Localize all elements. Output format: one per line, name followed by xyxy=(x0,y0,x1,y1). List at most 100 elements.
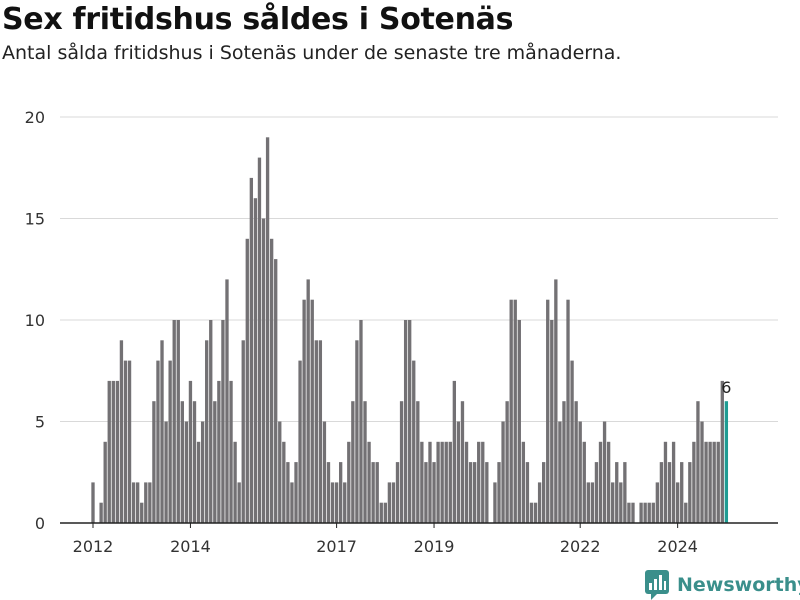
bar xyxy=(468,462,473,523)
bar xyxy=(509,299,513,523)
bar xyxy=(245,238,249,524)
bar xyxy=(562,401,566,523)
bar xyxy=(119,340,124,523)
bar xyxy=(278,421,282,523)
bar xyxy=(403,320,408,523)
bar xyxy=(91,482,95,523)
bar xyxy=(180,401,184,523)
bar xyxy=(274,259,278,523)
bar xyxy=(651,502,655,523)
bar xyxy=(359,320,363,523)
bar xyxy=(257,157,262,523)
bar xyxy=(99,502,103,523)
bar xyxy=(428,441,432,523)
y-tick-label: 20 xyxy=(25,108,45,127)
bar xyxy=(590,482,595,523)
bar xyxy=(513,299,517,523)
bar xyxy=(408,320,412,523)
bar xyxy=(712,441,716,523)
newsworthy-brand[interactable]: Newsworthy xyxy=(645,570,800,600)
bar xyxy=(330,482,335,523)
bar xyxy=(611,482,615,523)
bar xyxy=(663,441,668,523)
highlight-value-label: 6 xyxy=(721,378,731,397)
bars xyxy=(91,137,729,524)
bar xyxy=(200,421,205,523)
bar xyxy=(265,137,270,524)
bar xyxy=(416,401,420,523)
bar xyxy=(643,502,647,523)
bar xyxy=(671,441,676,523)
bar xyxy=(115,380,120,523)
bar xyxy=(306,279,310,523)
bar xyxy=(497,462,501,523)
bar xyxy=(424,462,428,523)
bar xyxy=(631,502,635,523)
bar xyxy=(456,421,461,523)
bar xyxy=(318,340,323,523)
bar xyxy=(606,441,611,523)
bar xyxy=(444,441,448,523)
bar xyxy=(542,462,546,523)
bar xyxy=(647,502,651,523)
bar xyxy=(351,401,355,523)
bar xyxy=(233,441,237,523)
y-tick-label: 5 xyxy=(35,413,45,432)
bar xyxy=(436,441,440,523)
bar xyxy=(399,401,404,523)
bar xyxy=(156,360,160,523)
bar xyxy=(570,360,574,523)
bar xyxy=(363,401,367,523)
bar xyxy=(598,441,603,523)
bar xyxy=(229,380,233,523)
bar xyxy=(505,401,509,523)
bar xyxy=(367,441,371,523)
bar xyxy=(371,462,375,523)
bar xyxy=(375,462,379,523)
annotations: 6 xyxy=(721,378,731,397)
bar xyxy=(529,502,534,523)
x-tick-label: 2024 xyxy=(657,537,698,556)
bar xyxy=(639,502,643,523)
bar xyxy=(164,421,168,523)
bar xyxy=(188,380,193,523)
bar xyxy=(387,482,392,523)
bar xyxy=(383,502,387,523)
bar xyxy=(123,360,128,523)
bar-highlight xyxy=(724,401,729,523)
bar xyxy=(432,462,436,523)
y-tick-label: 15 xyxy=(25,210,45,229)
bar xyxy=(343,482,347,523)
bar xyxy=(667,462,672,523)
bar xyxy=(127,360,132,523)
bar xyxy=(261,218,266,523)
bar xyxy=(205,340,209,523)
bar xyxy=(294,462,298,523)
bar xyxy=(111,380,115,523)
bar xyxy=(558,421,562,523)
bar xyxy=(627,502,631,523)
x-tick-label: 2012 xyxy=(73,537,114,556)
bar xyxy=(140,502,144,523)
bar xyxy=(554,279,558,523)
bar xyxy=(269,238,274,524)
bar xyxy=(472,462,477,523)
bar xyxy=(322,421,327,523)
bar xyxy=(546,299,550,523)
bar xyxy=(148,482,152,523)
bar xyxy=(192,401,197,523)
bar xyxy=(412,360,416,523)
bar xyxy=(602,421,607,523)
bar xyxy=(217,380,221,523)
bar xyxy=(684,502,688,523)
gridlines xyxy=(60,116,778,422)
bar xyxy=(160,340,164,523)
bar xyxy=(460,401,465,523)
bar xyxy=(586,482,590,523)
bar xyxy=(103,441,107,523)
bar xyxy=(241,340,245,523)
bar xyxy=(704,441,708,523)
bar xyxy=(286,462,290,523)
bar xyxy=(440,441,444,523)
bar xyxy=(582,441,586,523)
